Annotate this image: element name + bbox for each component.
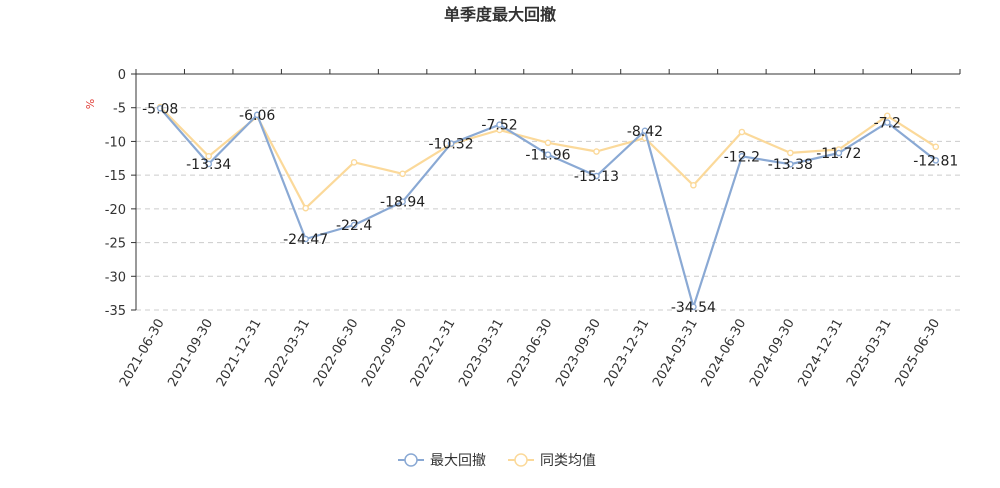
x-tick-label: 2022-09-30 — [359, 317, 410, 390]
data-point — [593, 148, 600, 155]
data-label: -5.08 — [142, 101, 178, 117]
x-tick-label: 2023-06-30 — [505, 317, 556, 390]
data-point — [156, 104, 164, 112]
data-point — [883, 112, 891, 120]
series-line — [159, 107, 937, 308]
data-point — [350, 159, 358, 166]
data-point — [302, 204, 309, 212]
data-point — [641, 127, 649, 135]
data-label: -15.13 — [574, 169, 619, 185]
legend-label: 最大回撤 — [430, 453, 486, 469]
data-label: -12.81 — [913, 153, 958, 169]
data-label: -34.54 — [671, 300, 716, 316]
data-point — [544, 139, 552, 147]
y-tick-label: -30 — [105, 270, 126, 285]
x-tick-label: 2025-06-30 — [892, 317, 943, 390]
x-tick-label: 2022-12-31 — [408, 317, 459, 390]
data-label: -24.47 — [283, 232, 328, 248]
data-point — [205, 152, 213, 160]
data-labels: -5.08-13.34-6.06-24.47-22.4-18.94-10.32-… — [142, 101, 958, 316]
data-point — [738, 128, 746, 136]
data-point — [496, 121, 503, 129]
x-tick-label: 2021-06-30 — [117, 317, 168, 390]
x-tick-label: 2025-03-31 — [844, 317, 895, 390]
data-label: -13.38 — [768, 157, 813, 173]
x-tick-label: 2024-03-31 — [650, 317, 701, 390]
data-label: -18.94 — [380, 195, 425, 211]
y-axis-unit: % — [84, 99, 97, 109]
data-point — [205, 160, 213, 168]
data-point — [302, 235, 309, 243]
legend-item[interactable]: 最大回撤 — [398, 453, 486, 469]
y-tick-label: -15 — [105, 169, 126, 184]
data-label: -22.4 — [336, 218, 372, 234]
x-tick-label: 2022-06-30 — [311, 317, 362, 390]
x-tick-label: 2023-09-30 — [553, 317, 604, 390]
y-tick-label: -20 — [105, 203, 126, 218]
data-point — [593, 172, 600, 180]
data-label: -6.06 — [239, 108, 275, 124]
grid-lines — [136, 107, 960, 311]
y-tick-label: -10 — [105, 135, 126, 150]
y-tick-label: -5 — [113, 102, 126, 117]
data-point — [738, 152, 746, 160]
legend-swatch-marker — [514, 453, 528, 467]
x-tick-label: 2024-12-31 — [796, 317, 847, 390]
data-label: -7.52 — [481, 118, 517, 134]
legend-swatch-marker — [404, 453, 418, 467]
data-label: -11.72 — [816, 146, 861, 162]
data-point — [883, 119, 891, 126]
data-point — [835, 149, 843, 157]
data-label: -8.42 — [627, 124, 663, 140]
legend-label: 同类均值 — [540, 453, 596, 469]
series-lines — [156, 103, 940, 311]
chart-title: 单季度最大回撤 — [444, 5, 556, 24]
x-tick-label: 2024-06-30 — [699, 317, 750, 390]
data-point — [690, 303, 697, 311]
data-point — [447, 140, 455, 147]
y-tick-label: 0 — [118, 68, 126, 83]
x-tick-label: 2024-09-30 — [747, 317, 798, 390]
data-label: -13.34 — [186, 157, 231, 173]
data-point — [932, 157, 940, 164]
data-point — [690, 181, 697, 189]
data-label: -7.2 — [874, 116, 901, 132]
x-tick-label: 2023-12-31 — [602, 317, 653, 390]
data-label: -12.2 — [724, 149, 760, 165]
data-point — [932, 143, 940, 151]
x-tick-label: 2022-03-31 — [262, 317, 313, 390]
data-point — [787, 160, 794, 168]
y-tick-labels: 0 -5 -10 -15 -20 -25 -30 -35 — [105, 68, 136, 319]
y-tick-label: -35 — [105, 304, 126, 319]
x-tick-label: 2021-12-31 — [214, 317, 265, 390]
data-label: -10.32 — [428, 137, 473, 153]
data-point — [350, 221, 358, 229]
data-point — [399, 198, 406, 206]
x-tick-label: 2021-09-30 — [165, 317, 216, 390]
data-label: -11.96 — [525, 148, 570, 164]
legend[interactable]: 最大回撤 同类均值 — [398, 453, 596, 469]
axes — [135, 73, 960, 310]
data-point — [544, 151, 552, 158]
data-point — [399, 170, 406, 178]
legend-item[interactable]: 同类均值 — [508, 453, 596, 469]
data-point — [787, 149, 794, 157]
data-point — [253, 111, 261, 119]
x-tick-label: 2023-03-31 — [456, 317, 507, 390]
y-tick-label: -25 — [105, 237, 126, 252]
